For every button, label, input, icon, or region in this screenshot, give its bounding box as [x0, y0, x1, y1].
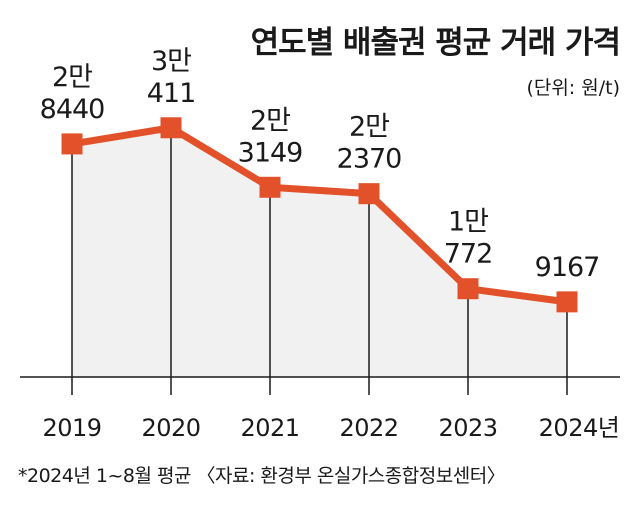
data-label-top-2023: 1만 — [448, 207, 488, 238]
x-tick-label-2022: 2022 — [339, 414, 398, 442]
data-point-2020 — [160, 117, 182, 139]
data-point-2023 — [457, 278, 479, 300]
data-label-bottom-2022: 2370 — [337, 144, 402, 175]
area-fill — [72, 127, 567, 377]
footnote: *2024년 1~8월 평균 〈자료: 환경부 온실가스종합정보센터〉 — [18, 465, 505, 487]
x-tick-label-2023: 2023 — [438, 414, 497, 442]
data-point-2024년 — [556, 291, 578, 313]
data-label-top-2022: 2만 — [349, 112, 389, 143]
data-label-top-2019: 2만 — [52, 62, 92, 93]
data-label-bottom-2024년: 9167 — [535, 252, 600, 283]
data-label-bottom-2020: 411 — [147, 78, 196, 109]
x-tick-label-2024년: 2024년 — [539, 414, 620, 442]
data-label-top-2021: 2만 — [250, 105, 290, 136]
x-tick-label-2019: 2019 — [42, 414, 101, 442]
x-tick-label-2021: 2021 — [240, 414, 299, 442]
data-point-2019 — [61, 133, 83, 155]
data-point-2021 — [259, 176, 281, 198]
chart-title: 연도별 배출권 평균 거래 가격 — [251, 25, 620, 61]
data-point-2022 — [358, 183, 380, 205]
data-label-top-2020: 3만 — [151, 46, 191, 77]
data-label-bottom-2019: 8440 — [40, 94, 105, 125]
x-tick-label-2020: 2020 — [141, 414, 200, 442]
unit-label: (단위: 원/t) — [526, 77, 620, 99]
series-line — [71, 124, 568, 306]
data-label-bottom-2021: 3149 — [238, 137, 303, 168]
data-label-bottom-2023: 772 — [444, 239, 493, 270]
